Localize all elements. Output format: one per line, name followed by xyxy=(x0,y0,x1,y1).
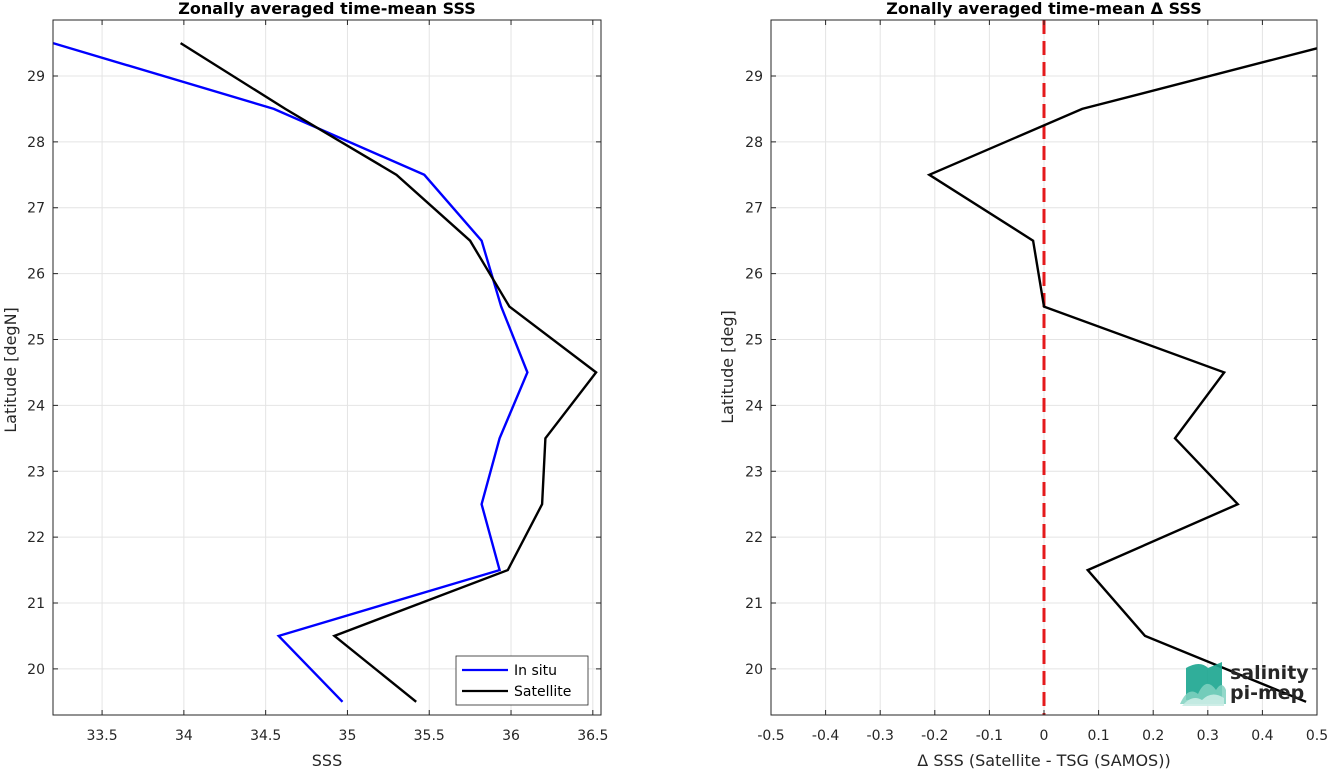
sss-ytick-label: 20 xyxy=(27,662,45,678)
sss-xtick-label: 33.5 xyxy=(86,728,117,744)
sss-title: Zonally averaged time-mean SSS xyxy=(178,0,476,18)
delta-tick-labels: -0.5 -0.4 -0.3 -0.2 -0.1 0 0.1 0.2 0.3 0.4 0.5 20 21… xyxy=(745,20,1328,744)
delta-xtick-label: 0.2 xyxy=(1142,728,1164,744)
sss-ylabel: Latitude [degN] xyxy=(1,307,20,433)
logo-line1: salinity xyxy=(1230,662,1309,684)
delta-ytick-label: 21 xyxy=(745,596,763,612)
delta-ytick-label: 22 xyxy=(745,530,763,546)
delta-xtick-label: -0.1 xyxy=(976,728,1003,744)
delta-ytick-label: 24 xyxy=(745,398,763,414)
sss-series-0-line xyxy=(52,41,529,703)
delta-ytick-label: 20 xyxy=(745,662,763,678)
sss-xtick-label: 35.5 xyxy=(414,728,445,744)
sss-xlabel: SSS xyxy=(312,751,342,769)
sss-panel: 33.5 34 34.5 35 35.5 36 36.5 20 21 22 23 24 25 26 27 28… xyxy=(1,0,608,769)
sss-xtick-label: 36.5 xyxy=(577,728,608,744)
sss-xtick-label: 34 xyxy=(175,728,193,744)
delta-xtick-label: 0.5 xyxy=(1306,728,1328,744)
legend-box xyxy=(455,655,589,706)
delta-ytick-label: 28 xyxy=(745,135,763,151)
sss-legend: In situ Satellite xyxy=(455,655,589,706)
sss-ytick-label: 25 xyxy=(27,333,45,349)
sss-xtick-label: 35 xyxy=(339,728,357,744)
sss-ytick-label: 28 xyxy=(27,135,45,151)
delta-ytick-label: 29 xyxy=(745,69,763,85)
delta-xtick-label: 0 xyxy=(1040,728,1049,744)
delta-ylabel: Latitude [deg] xyxy=(718,310,737,424)
salinity-pi-mep-logo: salinity pi-mep xyxy=(1180,662,1309,706)
delta-xtick-label: -0.2 xyxy=(921,728,948,744)
delta-xtick-label: -0.3 xyxy=(867,728,894,744)
sss-ytick-label: 24 xyxy=(27,398,45,414)
delta-xtick-label: 0.3 xyxy=(1197,728,1219,744)
sss-xtick-label: 34.5 xyxy=(250,728,281,744)
sss-ytick-label: 21 xyxy=(27,596,45,612)
sss-series-1-line xyxy=(179,42,598,703)
logo-line2: pi-mep xyxy=(1230,682,1304,704)
legend-label-insitu: In situ xyxy=(514,663,557,679)
sss-grid xyxy=(53,20,601,715)
delta-xtick-label: 0.4 xyxy=(1251,728,1273,744)
delta-series xyxy=(926,47,1318,703)
delta-series-0-line xyxy=(926,47,1318,703)
delta-xtick-label: 0.1 xyxy=(1087,728,1109,744)
delta-xtick-label: -0.4 xyxy=(812,728,839,744)
sss-xtick-label: 36 xyxy=(502,728,520,744)
sss-ytick-label: 26 xyxy=(27,267,45,283)
sss-ytick-label: 22 xyxy=(27,530,45,546)
legend-label-satellite: Satellite xyxy=(514,684,571,700)
delta-ytick-label: 27 xyxy=(745,201,763,217)
delta-ytick-label: 25 xyxy=(745,333,763,349)
sss-plot-area xyxy=(53,20,601,715)
delta-title: Zonally averaged time-mean Δ SSS xyxy=(886,0,1202,18)
sss-tick-labels: 33.5 34 34.5 35 35.5 36 36.5 20 21 22 23 24 25 26 27 28… xyxy=(27,20,608,744)
delta-xtick-label: -0.5 xyxy=(757,728,784,744)
sss-ytick-label: 27 xyxy=(27,201,45,217)
sss-ytick-label: 23 xyxy=(27,464,45,480)
delta-sss-panel: -0.5 -0.4 -0.3 -0.2 -0.1 0 0.1 0.2 0.3 0.4 0.5 20 21… xyxy=(718,0,1328,769)
delta-xlabel: Δ SSS (Satellite - TSG (SAMOS)) xyxy=(917,751,1170,769)
delta-ytick-label: 26 xyxy=(745,267,763,283)
sss-axes-box xyxy=(52,19,602,716)
sss-ytick-label: 29 xyxy=(27,69,45,85)
logo-icon xyxy=(1180,662,1226,706)
delta-ytick-label: 23 xyxy=(745,464,763,480)
sss-series xyxy=(52,41,598,703)
